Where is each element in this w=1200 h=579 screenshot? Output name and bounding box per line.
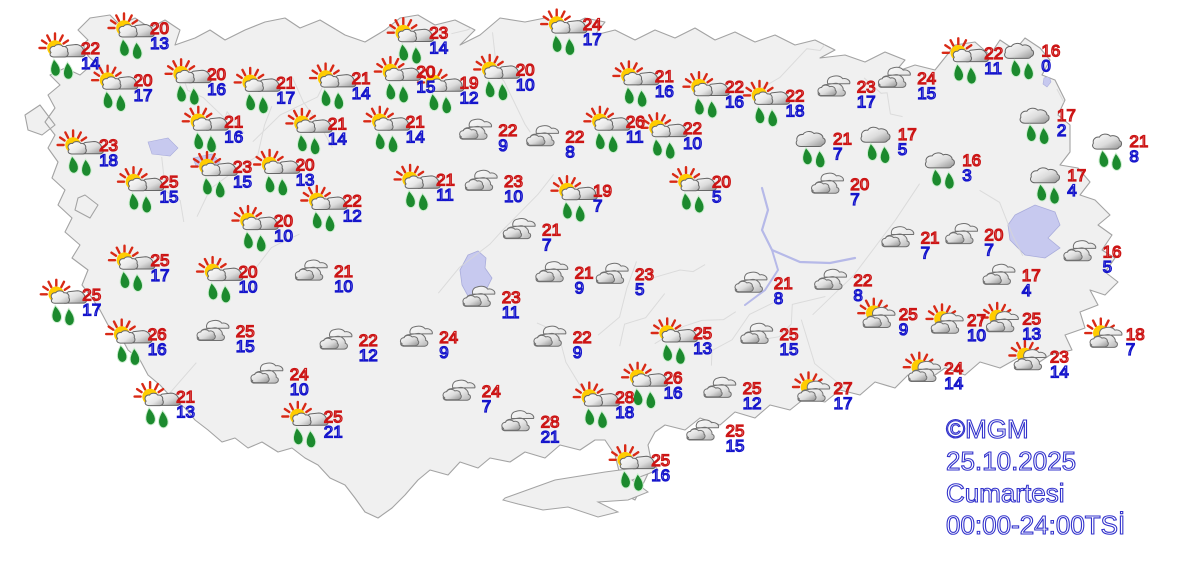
svg-text:11: 11 — [626, 127, 644, 146]
svg-text:5: 5 — [898, 140, 907, 159]
svg-text:5: 5 — [1103, 257, 1112, 276]
svg-text:0: 0 — [1041, 56, 1050, 75]
svg-text:18: 18 — [786, 101, 805, 120]
svg-text:9: 9 — [573, 343, 582, 362]
svg-text:4: 4 — [1067, 181, 1076, 200]
svg-text:13: 13 — [150, 34, 169, 53]
svg-text:9: 9 — [899, 320, 908, 339]
svg-text:13: 13 — [296, 171, 315, 190]
svg-text:10: 10 — [274, 227, 293, 246]
svg-text:5: 5 — [712, 188, 721, 207]
svg-text:11: 11 — [502, 303, 520, 322]
svg-text:15: 15 — [233, 173, 252, 192]
svg-text:14: 14 — [328, 129, 347, 148]
svg-text:7: 7 — [833, 145, 842, 164]
svg-text:16: 16 — [148, 340, 167, 359]
svg-text:15: 15 — [917, 84, 936, 103]
svg-text:7: 7 — [984, 240, 993, 259]
svg-text:3: 3 — [962, 166, 971, 185]
svg-text:18: 18 — [99, 151, 118, 170]
svg-text:17: 17 — [857, 93, 876, 112]
svg-text:10: 10 — [504, 187, 523, 206]
svg-text:13: 13 — [1022, 325, 1041, 344]
svg-text:7: 7 — [593, 197, 602, 216]
svg-text:5: 5 — [635, 280, 644, 299]
svg-text:2: 2 — [1057, 121, 1066, 140]
svg-text:10: 10 — [290, 380, 309, 399]
svg-text:17: 17 — [583, 30, 602, 49]
svg-text:7: 7 — [1126, 340, 1135, 359]
svg-text:12: 12 — [743, 394, 762, 413]
svg-text:4: 4 — [1022, 281, 1031, 300]
svg-text:15: 15 — [416, 78, 435, 97]
svg-text:16: 16 — [664, 383, 683, 402]
svg-text:Cumartesi: Cumartesi — [946, 478, 1064, 508]
svg-text:16: 16 — [207, 80, 226, 99]
svg-text:16: 16 — [224, 127, 243, 146]
svg-text:17: 17 — [134, 86, 153, 105]
svg-text:12: 12 — [359, 346, 378, 365]
svg-text:18: 18 — [615, 403, 634, 422]
svg-text:9: 9 — [439, 343, 448, 362]
svg-text:10: 10 — [967, 326, 986, 345]
svg-text:13: 13 — [176, 403, 195, 422]
svg-text:21: 21 — [541, 428, 560, 447]
svg-text:8: 8 — [565, 142, 574, 161]
svg-text:7: 7 — [921, 244, 930, 263]
svg-text:16: 16 — [655, 82, 674, 101]
svg-text:17: 17 — [151, 266, 170, 285]
svg-text:14: 14 — [81, 54, 100, 73]
svg-text:7: 7 — [542, 235, 551, 254]
svg-text:9: 9 — [498, 136, 507, 155]
svg-text:00:00-24:00TSİ: 00:00-24:00TSİ — [946, 510, 1125, 540]
svg-text:14: 14 — [352, 84, 371, 103]
svg-text:7: 7 — [850, 190, 859, 209]
svg-text:15: 15 — [236, 337, 255, 356]
svg-text:16: 16 — [651, 466, 670, 485]
svg-text:11: 11 — [984, 59, 1002, 78]
svg-text:16: 16 — [725, 93, 744, 112]
svg-text:9: 9 — [575, 278, 584, 297]
svg-text:10: 10 — [683, 134, 702, 153]
svg-text:14: 14 — [1050, 363, 1069, 382]
svg-text:8: 8 — [1129, 147, 1138, 166]
svg-text:8: 8 — [853, 286, 862, 305]
svg-text:©MGM: ©MGM — [946, 414, 1029, 444]
svg-text:25.10.2025: 25.10.2025 — [946, 446, 1076, 476]
svg-text:11: 11 — [436, 185, 454, 204]
svg-text:7: 7 — [482, 397, 491, 416]
svg-text:8: 8 — [774, 289, 783, 308]
svg-text:13: 13 — [693, 339, 712, 358]
svg-text:17: 17 — [834, 394, 853, 413]
svg-text:15: 15 — [160, 188, 179, 207]
svg-text:12: 12 — [343, 207, 362, 226]
svg-text:15: 15 — [726, 437, 745, 456]
svg-text:17: 17 — [82, 300, 101, 319]
svg-text:10: 10 — [239, 278, 258, 297]
svg-text:15: 15 — [780, 340, 799, 359]
svg-text:14: 14 — [429, 39, 448, 58]
svg-text:17: 17 — [276, 88, 295, 107]
svg-text:12: 12 — [460, 88, 479, 107]
svg-text:10: 10 — [516, 75, 535, 94]
svg-text:14: 14 — [406, 127, 425, 146]
svg-text:14: 14 — [944, 374, 963, 393]
svg-text:21: 21 — [324, 423, 343, 442]
svg-text:10: 10 — [334, 277, 353, 296]
